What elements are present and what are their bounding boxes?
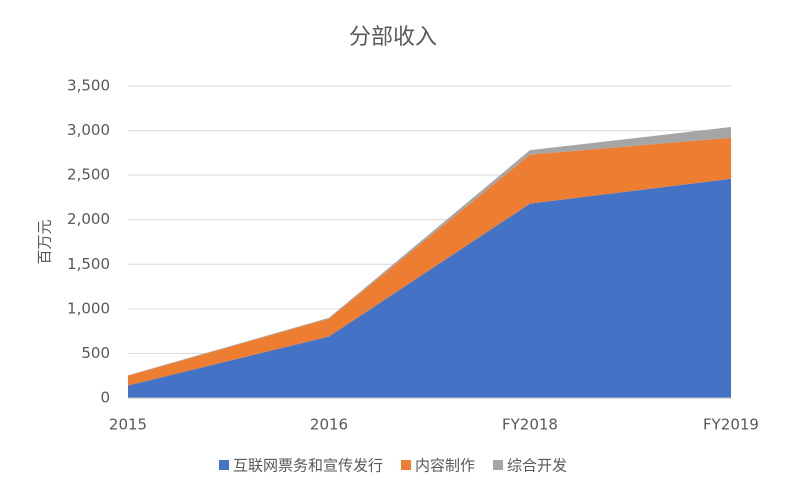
y-tick-label: 1,500 — [67, 255, 110, 273]
y-tick-label: 3,000 — [67, 121, 110, 139]
area — [128, 178, 731, 398]
y-tick-label: 1,000 — [67, 299, 110, 317]
x-tick-label: 2015 — [109, 416, 147, 434]
legend-swatch — [400, 460, 411, 470]
legend-swatch — [218, 460, 229, 470]
chart-title: 分部收入 — [349, 25, 437, 50]
y-tick-label: 2,000 — [67, 210, 110, 228]
legend-swatch — [493, 460, 504, 470]
y-tick-label: 500 — [81, 344, 110, 362]
x-tick-label: FY2018 — [502, 416, 558, 434]
y-tick-label: 3,500 — [67, 77, 110, 95]
legend-label: 综合开发 — [507, 457, 567, 475]
y-axis-label: 百万元 — [36, 219, 54, 264]
x-tick-label: 2016 — [310, 416, 348, 434]
y-tick-label: 0 — [100, 389, 110, 407]
x-tick-label: FY2019 — [703, 416, 759, 434]
y-tick-label: 2,500 — [67, 166, 110, 184]
legend-label: 互联网票务和宣传发行 — [233, 457, 383, 475]
area — [128, 137, 731, 386]
legend-label: 内容制作 — [415, 457, 475, 475]
